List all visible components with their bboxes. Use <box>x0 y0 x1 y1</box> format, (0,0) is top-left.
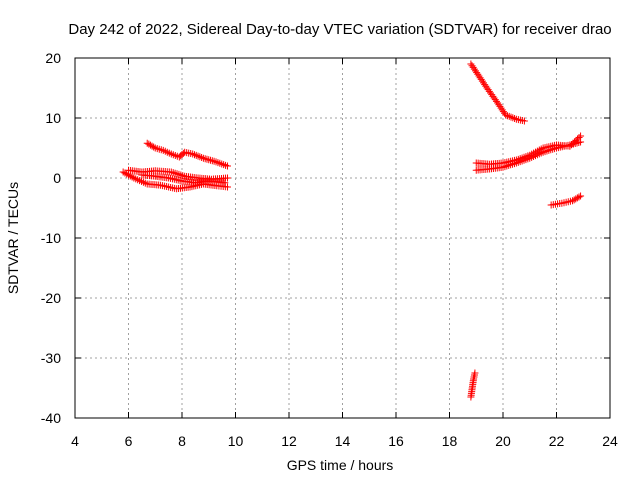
data-point <box>509 114 517 122</box>
data-point <box>121 169 129 177</box>
x-axis-label: GPS time / hours <box>287 457 394 473</box>
data-point <box>192 151 200 159</box>
x-tick-label: 14 <box>335 433 351 449</box>
data-point <box>196 153 204 161</box>
data-point <box>223 183 231 191</box>
data-point <box>577 138 585 146</box>
x-tick-label: 20 <box>495 433 511 449</box>
x-tick-label: 12 <box>281 433 297 449</box>
data-point <box>128 173 136 181</box>
x-tick-label: 8 <box>178 433 186 449</box>
data-point <box>505 112 513 120</box>
data-point <box>520 117 528 125</box>
x-tick-label: 10 <box>228 433 244 449</box>
y-tick-label: 10 <box>45 110 61 126</box>
data-point <box>507 113 515 121</box>
y-tick-label: 0 <box>53 170 61 186</box>
y-tick-label: -40 <box>41 410 61 426</box>
grid <box>75 58 610 418</box>
y-tick-label: -20 <box>41 290 61 306</box>
data-point <box>189 150 197 158</box>
x-tick-label: 22 <box>549 433 565 449</box>
y-tick-label: -30 <box>41 350 61 366</box>
data-points <box>119 60 585 401</box>
data-point <box>190 151 198 159</box>
x-axis: 4 6 8 10 12 14 16 18 20 22 24 <box>71 58 618 449</box>
data-point <box>577 132 585 140</box>
data-point <box>119 168 127 176</box>
data-point <box>123 170 131 178</box>
data-point <box>223 162 231 170</box>
y-axis-label: SDTVAR / TECUs <box>5 182 21 294</box>
data-point <box>150 143 158 151</box>
data-point <box>577 192 585 200</box>
data-point <box>501 163 509 171</box>
x-tick-label: 18 <box>442 433 458 449</box>
data-point <box>471 369 479 377</box>
y-tick-label: 20 <box>45 50 61 66</box>
data-point <box>221 179 229 187</box>
chart-title: Day 242 of 2022, Sidereal Day-to-day VTE… <box>68 21 611 38</box>
data-point <box>499 163 507 171</box>
data-point <box>503 112 511 120</box>
x-tick-label: 16 <box>388 433 404 449</box>
data-point <box>511 115 519 122</box>
data-point <box>502 111 510 119</box>
x-tick-label: 6 <box>125 433 133 449</box>
data-point <box>223 174 231 182</box>
data-point <box>194 152 202 160</box>
x-tick-label: 4 <box>71 433 79 449</box>
data-point <box>198 154 206 161</box>
data-point <box>575 193 583 201</box>
y-axis: -40 -30 -20 -10 0 10 20 <box>41 50 610 426</box>
y-tick-label: -10 <box>41 230 61 246</box>
x-tick-label: 24 <box>602 433 618 449</box>
data-point <box>574 135 582 143</box>
